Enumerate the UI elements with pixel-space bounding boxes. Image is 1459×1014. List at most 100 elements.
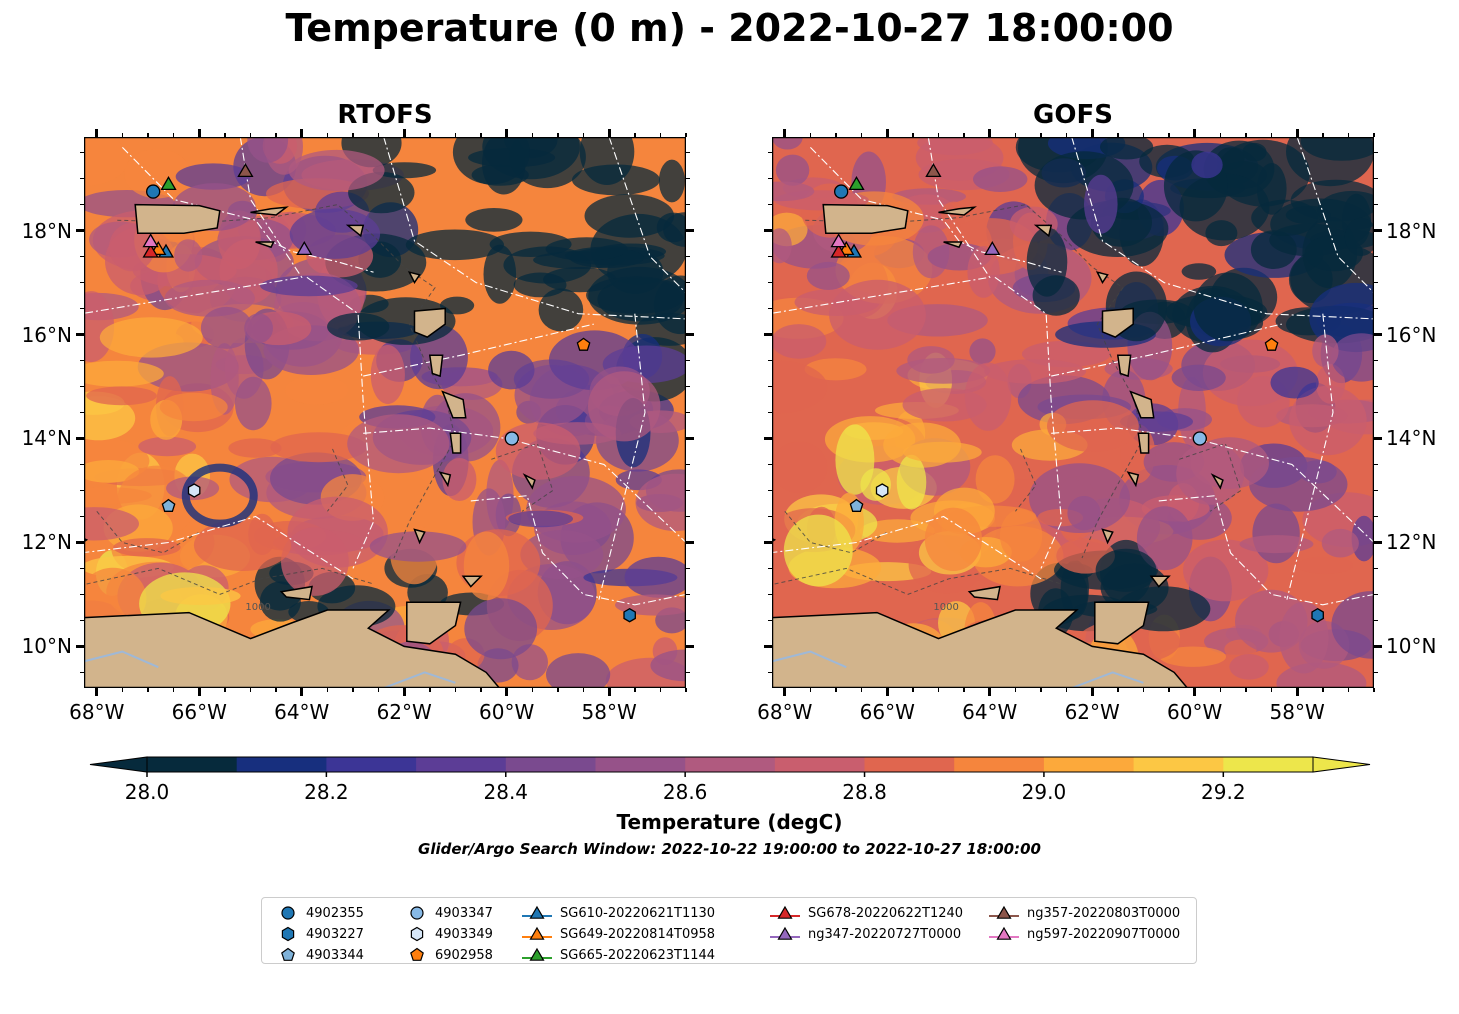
- argo-float-6902958: [576, 337, 591, 351]
- x-tick-top: [197, 129, 201, 137]
- x-tick-top: [275, 133, 277, 137]
- y-tick-right: [1374, 385, 1378, 388]
- glider-ng357-20220803T0000: [237, 163, 254, 178]
- x-tick-bottom: [275, 688, 277, 692]
- colorbar-under-extend: [89, 756, 148, 773]
- isobath-label: 1000: [933, 602, 958, 613]
- y-tick-left: [80, 593, 84, 596]
- y-tick-right: [686, 359, 690, 362]
- colorbar-swatch: [595, 757, 686, 772]
- x-tick-top: [860, 133, 863, 137]
- legend-item: SG665-20220623T1144: [522, 945, 715, 965]
- y-tick-right: [1374, 515, 1378, 518]
- y-tick-left: [768, 281, 772, 284]
- glider-SG678-20220622T1240: [830, 243, 847, 258]
- x-tick-top: [1117, 133, 1119, 137]
- y-tick-left: [76, 436, 84, 440]
- x-tick-bottom: [1117, 688, 1119, 692]
- y-tick-left: [80, 489, 84, 492]
- y-tick-right: [1374, 540, 1382, 544]
- temperature-field: [84, 137, 686, 688]
- argo-float-4903227: [623, 607, 636, 623]
- triangle-marker-icon: [522, 947, 552, 961]
- glider-SG665-20220623T1144: [160, 175, 177, 191]
- x-tick-top: [480, 133, 482, 137]
- land: [772, 203, 1224, 688]
- y-tick-right: [686, 436, 694, 440]
- platform-markers: [830, 163, 1324, 623]
- x-tick-bottom: [505, 688, 509, 696]
- y-tick-right: [1374, 307, 1378, 310]
- x-tick-bottom: [885, 688, 889, 696]
- x-tick-top: [1040, 133, 1042, 137]
- y-tick-label-1-3: 12°N: [1386, 530, 1437, 555]
- argo-float-4903344: [161, 498, 176, 512]
- legend-item: ng347-20220727T0000: [770, 924, 961, 944]
- x-tick-bottom: [402, 688, 406, 696]
- y-tick-right: [1374, 229, 1382, 233]
- x-tick-top: [1373, 133, 1375, 137]
- y-tick-right: [686, 307, 690, 310]
- x-tick-bottom: [1219, 688, 1222, 692]
- y-tick-left: [80, 255, 84, 258]
- x-tick-bottom: [121, 688, 124, 692]
- x-tick-label-1-4: 60°W: [1167, 700, 1223, 724]
- y-tick-left: [80, 203, 84, 206]
- glider-ng347-20220727T0000: [296, 241, 313, 256]
- y-tick-label-0-3: 12°N: [21, 530, 72, 555]
- x-tick-top: [1142, 133, 1145, 137]
- x-tick-top: [557, 133, 559, 137]
- x-tick-top: [505, 129, 509, 137]
- glider-ng347-20220727T0000: [984, 241, 1001, 256]
- y-tick-right: [1374, 436, 1382, 440]
- colorbar: 28.0 28.2 28.4 28.6 28.8 29.0 29.2: [89, 756, 1371, 804]
- y-tick-left: [76, 333, 84, 337]
- colorbar-tick-label: 28.6: [663, 780, 708, 804]
- panel-title-rtofs: RTOFS: [337, 100, 433, 130]
- y-tick-left: [80, 515, 84, 518]
- panel-title-gofs: GOFS: [1033, 100, 1113, 130]
- x-tick-bottom: [685, 688, 687, 692]
- y-tick-left: [80, 359, 84, 362]
- legend-item: 4903344: [278, 945, 364, 965]
- y-tick-label-0-2: 14°N: [21, 426, 72, 451]
- x-tick-label-0-4: 60°W: [479, 700, 535, 724]
- x-tick-bottom: [300, 688, 304, 696]
- x-tick-bottom: [1090, 688, 1094, 696]
- triangle-marker-icon: [989, 905, 1019, 919]
- x-tick-bottom: [809, 688, 812, 692]
- colorbar-swatch: [774, 757, 865, 772]
- x-tick-bottom: [224, 688, 226, 692]
- y-tick-right: [686, 567, 690, 570]
- figure-title: Temperature (0 m) - 2022-10-27 18:00:00: [285, 6, 1174, 50]
- colorbar-label: Temperature (degC): [616, 810, 843, 834]
- y-tick-right: [1374, 359, 1378, 362]
- x-tick-bottom: [1040, 688, 1042, 692]
- legend-label: SG649-20220814T0958: [560, 926, 716, 942]
- y-tick-right: [1374, 671, 1378, 674]
- gofs-map: 1000: [772, 137, 1374, 688]
- x-tick-top: [147, 133, 149, 137]
- y-tick-label-1-0: 18°N: [1386, 218, 1437, 243]
- x-tick-bottom: [326, 688, 329, 692]
- x-tick-bottom: [1168, 688, 1170, 692]
- x-tick-top: [1322, 133, 1324, 137]
- colorbar-swatch: [236, 757, 327, 772]
- y-tick-left: [80, 463, 84, 466]
- x-tick-bottom: [429, 688, 431, 692]
- argo-float-4902355: [146, 184, 161, 199]
- x-tick-bottom: [1014, 688, 1017, 692]
- x-tick-bottom: [1373, 688, 1375, 692]
- circle-marker-icon: [281, 906, 295, 920]
- y-tick-left: [768, 463, 772, 466]
- y-tick-right: [1374, 567, 1378, 570]
- y-tick-right: [686, 593, 690, 596]
- isobath-label: 1000: [245, 602, 270, 613]
- hexagon-marker-icon: [410, 926, 424, 942]
- y-tick-label-0-0: 18°N: [21, 218, 72, 243]
- x-tick-top: [1193, 129, 1197, 137]
- x-tick-top: [885, 129, 889, 137]
- x-tick-top: [835, 133, 837, 137]
- y-tick-left: [768, 567, 772, 570]
- y-tick-right: [686, 411, 690, 414]
